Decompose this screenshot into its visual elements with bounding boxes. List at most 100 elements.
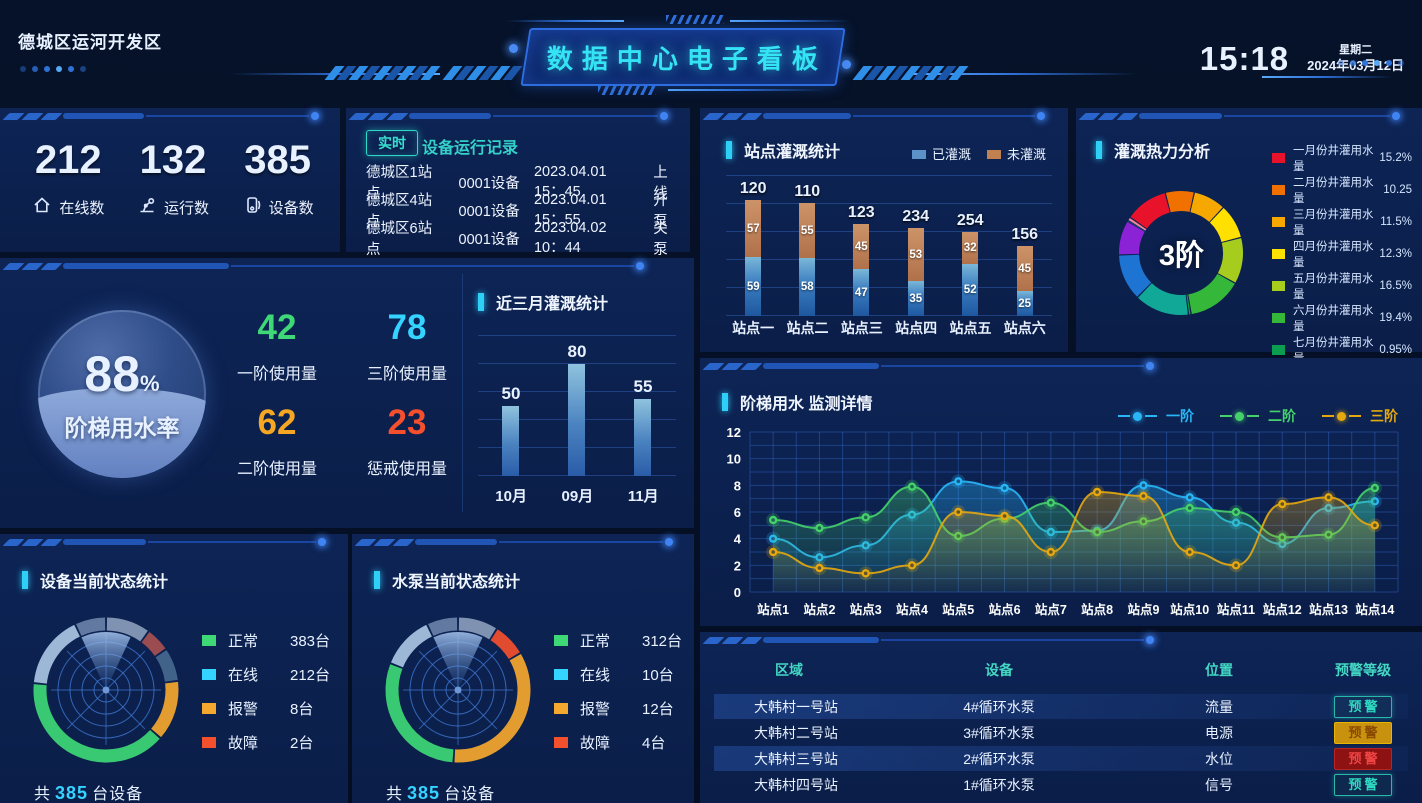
svg-text:站点8: 站点8 [1081,602,1113,617]
panel-title: 设备当前状态统计 [22,568,168,592]
svg-text:站点12: 站点12 [1263,602,1302,617]
svg-text:站点9: 站点9 [1127,602,1159,617]
log-cell: 德城区4站点 [366,193,433,230]
usage-label: 一阶使用量 [236,365,317,383]
stacked-bar: 234 53 35 [902,208,929,316]
legend-item[interactable]: 已灌溉 [911,144,971,163]
legend-label: 报警 [228,701,259,718]
status-legend-item[interactable]: 正常 312台 [554,630,682,651]
log-cell: 2023.04.01 15：45 [533,163,607,200]
region-title: 德城区运河开发区 [18,33,162,52]
cell-position: 电源 [1205,724,1233,741]
status-legend-item[interactable]: 故障 2台 [202,732,330,753]
warning-badge[interactable]: 预警 [1334,773,1392,796]
legend-label: 故障 [580,735,611,752]
table-header-cell: 预警等级 [1335,662,1391,678]
legend-swatch [1272,249,1285,259]
panel-device-status: 设备当前状态统计 正常 383台 在线 212台 报警 8台 故障 2台 共 385 台设备 [0,534,348,803]
panel-device-log: 实时 设备运行记录 德城区1站点 0001设备 2023.04.01 15：45 上线… [346,108,690,258]
title-marker [1096,141,1102,159]
cell-area: 大韩村二号站 [754,724,838,741]
stat-value: 385 [244,138,311,182]
legend-swatch [202,737,216,748]
stat-item: 385 设备数 [242,138,314,242]
svg-text:站点2: 站点2 [803,602,835,617]
panel-title: 阶梯用水 监测详情 [722,390,872,414]
log-row: 德城区1站点 0001设备 2023.04.01 15：45 上线 [366,164,678,203]
svg-text:8: 8 [734,478,741,493]
header-line [506,20,624,22]
legend-item[interactable]: 未灌溉 [986,144,1046,163]
month-bar: 50 [502,384,520,476]
panel-decoration [2,537,327,547]
donut-legend-item[interactable]: 六月份井灌用水量 19.4% [1272,302,1412,334]
header-stripes [852,66,969,80]
donut-legend-item[interactable]: 五月份井灌用水量 16.5% [1272,270,1412,302]
legend-item[interactable]: 一阶 [1118,406,1194,426]
legend-item[interactable]: 二阶 [1220,406,1296,426]
title-marker [374,571,380,589]
pump-status-legend: 正常 312台 在线 10台报警 12台故障 4台 [554,630,682,753]
legend-dot [1337,411,1346,421]
donut-legend-item[interactable]: 二月份井灌用水量 10.25 [1272,174,1412,206]
glow-dot [842,60,851,69]
usage-label: 二阶使用量 [236,460,317,478]
legend-swatch [202,703,216,714]
legend-swatch [1272,281,1285,291]
status-legend-item[interactable]: 故障 4台 [554,732,682,753]
stat-label: 设备数 [268,199,314,217]
legend-count: 312台 [642,633,683,650]
donut-legend-item[interactable]: 四月份井灌用水量 12.3% [1272,238,1412,270]
usage-item: 78 三阶使用量 [342,298,472,393]
legend-count: 8台 [290,701,314,718]
stacked-bar: 254 32 52 [957,212,984,316]
legend-label: 报警 [580,701,611,718]
donut-legend-item[interactable]: 一月份井灌用水量 15.2% [1272,142,1412,174]
status-legend-item[interactable]: 在线 212台 [202,664,330,685]
status-legend-item[interactable]: 报警 12台 [554,698,682,719]
log-cell: 上线 [653,165,668,202]
cell-position: 流量 [1205,698,1233,715]
bar-total-label: 123 [847,204,875,221]
panel-ladder-monitor: 阶梯用水 监测详情 一阶 二阶 三阶 0 2 4 6 8 10 12 站点1 站点2 站点3 站点4 站点… [700,358,1422,626]
warning-badge[interactable]: 预警 [1334,747,1392,770]
pump-total: 共 385 台设备 [386,780,495,803]
water-rate-sphere: 88% 阶梯用水率 [38,310,206,478]
panel-water-usage: 88% 阶梯用水率 42 一阶使用量 78 三阶使用量 62 二阶使用量 23 惩戒使用量 近… [0,258,694,528]
legend-value: 0.95% [1379,344,1412,356]
hatch-decoration [666,15,724,24]
cell-position: 信号 [1205,776,1233,793]
legend-label: 三月份井灌用水量 [1293,209,1374,237]
header-line [668,89,824,91]
table-header-cell: 设备 [985,662,1013,678]
legend-line [1247,415,1259,417]
donut-legend-item[interactable]: 三月份井灌用水量 11.5% [1272,206,1412,238]
status-legend-item[interactable]: 报警 8台 [202,698,330,719]
heat-donut-chart: 3阶 [1094,160,1269,345]
device-status-radar [33,617,179,763]
bar-total-label: 156 [1011,226,1039,243]
bar-category-label: 10月 [495,488,527,505]
warning-badge[interactable]: 预警 [1334,695,1392,718]
legend-item[interactable]: 三阶 [1322,406,1398,426]
usage-label: 惩戒使用量 [366,460,447,478]
status-legend-item[interactable]: 在线 10台 [554,664,682,685]
warning-badge[interactable]: 预警 [1334,721,1392,744]
status-legend-item[interactable]: 正常 383台 [202,630,330,651]
legend-count: 383台 [290,633,331,650]
stacked-bar: 123 45 47 [848,204,875,316]
legend-value: 12.3% [1379,248,1412,260]
stat-value: 132 [139,138,207,182]
legend-value: 10.25 [1383,184,1412,196]
legend-label: 六月份井灌用水量 [1293,305,1374,333]
usage-value: 42 [257,307,297,347]
month-bar: 55 [634,377,652,476]
clock-time: 15:18 [1199,40,1290,77]
panel-title: 灌溉热力分析 [1096,138,1210,162]
recent-months-chart: 50 80 55 10月 09月 11月 [478,334,676,510]
header-line [730,20,850,22]
legend-swatch [986,150,1001,159]
svg-text:4: 4 [734,532,742,547]
bar-segment-unirrigated: 45 [1016,246,1033,291]
stat-label: 在线数 [59,199,105,217]
